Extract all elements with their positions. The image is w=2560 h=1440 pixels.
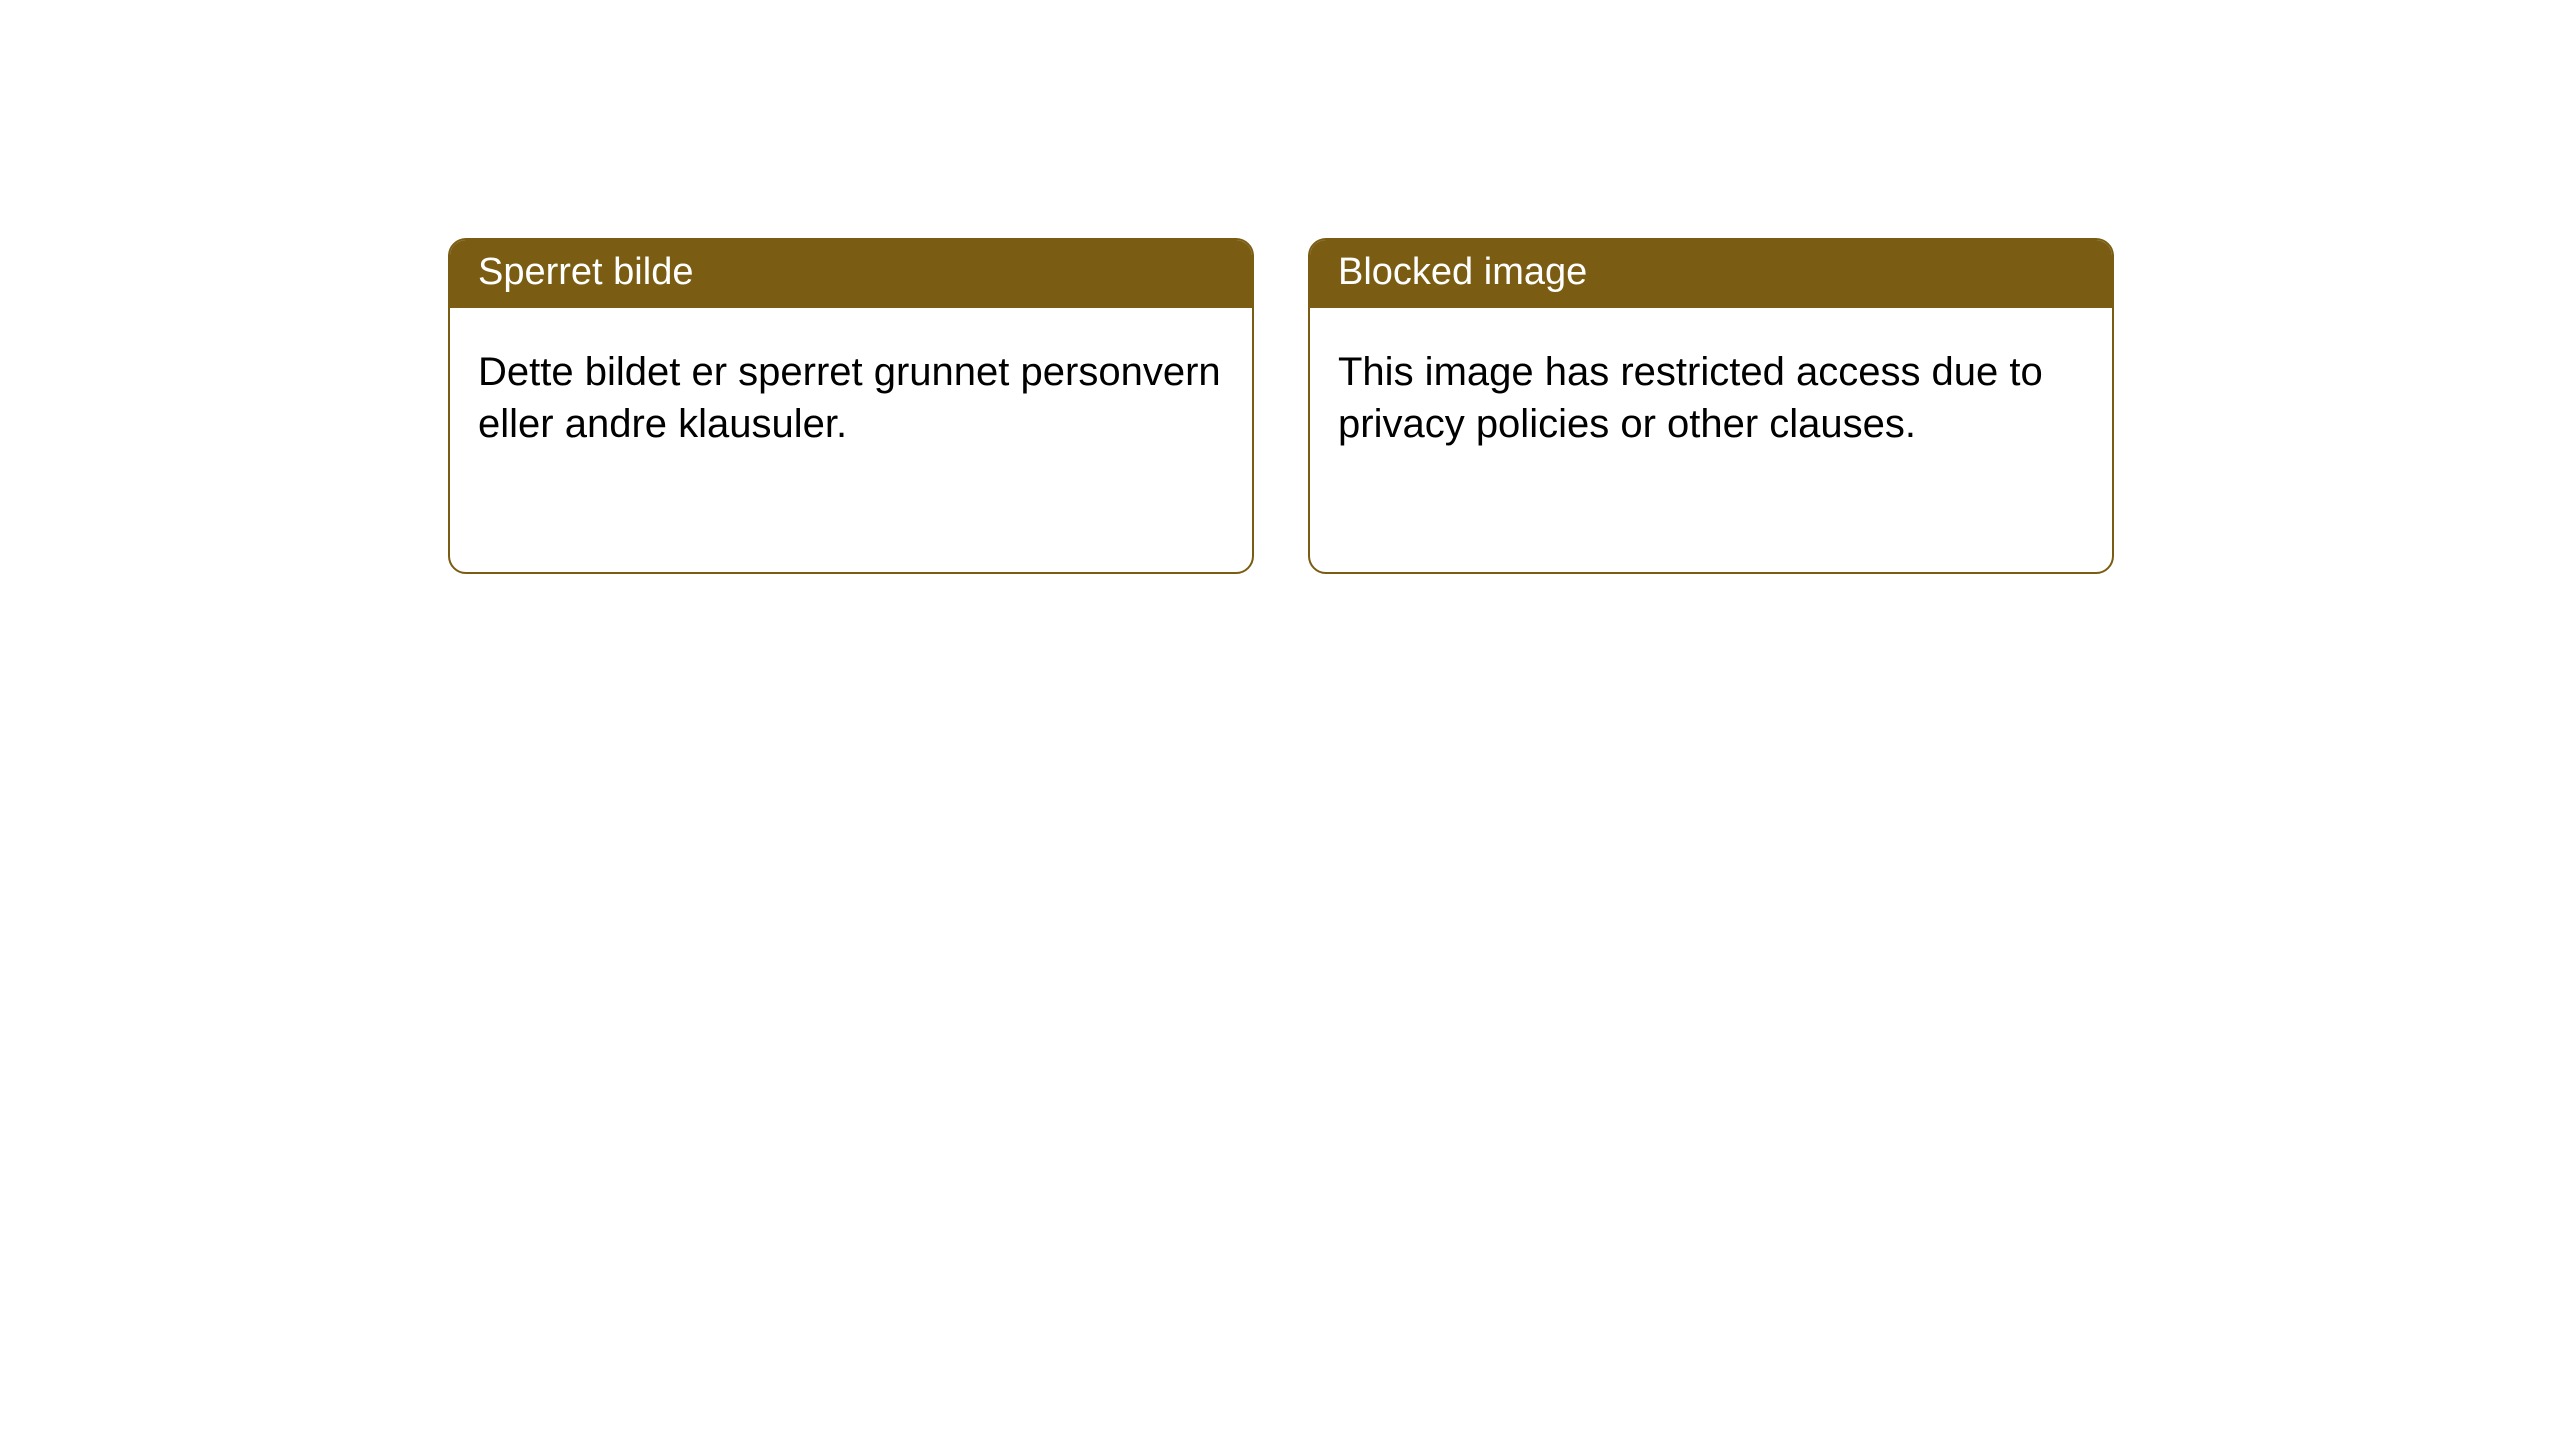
card-header: Blocked image [1310, 240, 2112, 308]
card-body: Dette bildet er sperret grunnet personve… [450, 308, 1252, 478]
card-body-text: This image has restricted access due to … [1338, 350, 2043, 446]
notice-container: Sperret bilde Dette bildet er sperret gr… [0, 0, 2560, 574]
blocked-image-card-english: Blocked image This image has restricted … [1308, 238, 2114, 574]
card-body-text: Dette bildet er sperret grunnet personve… [478, 350, 1221, 446]
card-body: This image has restricted access due to … [1310, 308, 2112, 478]
card-title: Sperret bilde [478, 251, 693, 293]
card-header: Sperret bilde [450, 240, 1252, 308]
blocked-image-card-norwegian: Sperret bilde Dette bildet er sperret gr… [448, 238, 1254, 574]
card-title: Blocked image [1338, 251, 1587, 293]
